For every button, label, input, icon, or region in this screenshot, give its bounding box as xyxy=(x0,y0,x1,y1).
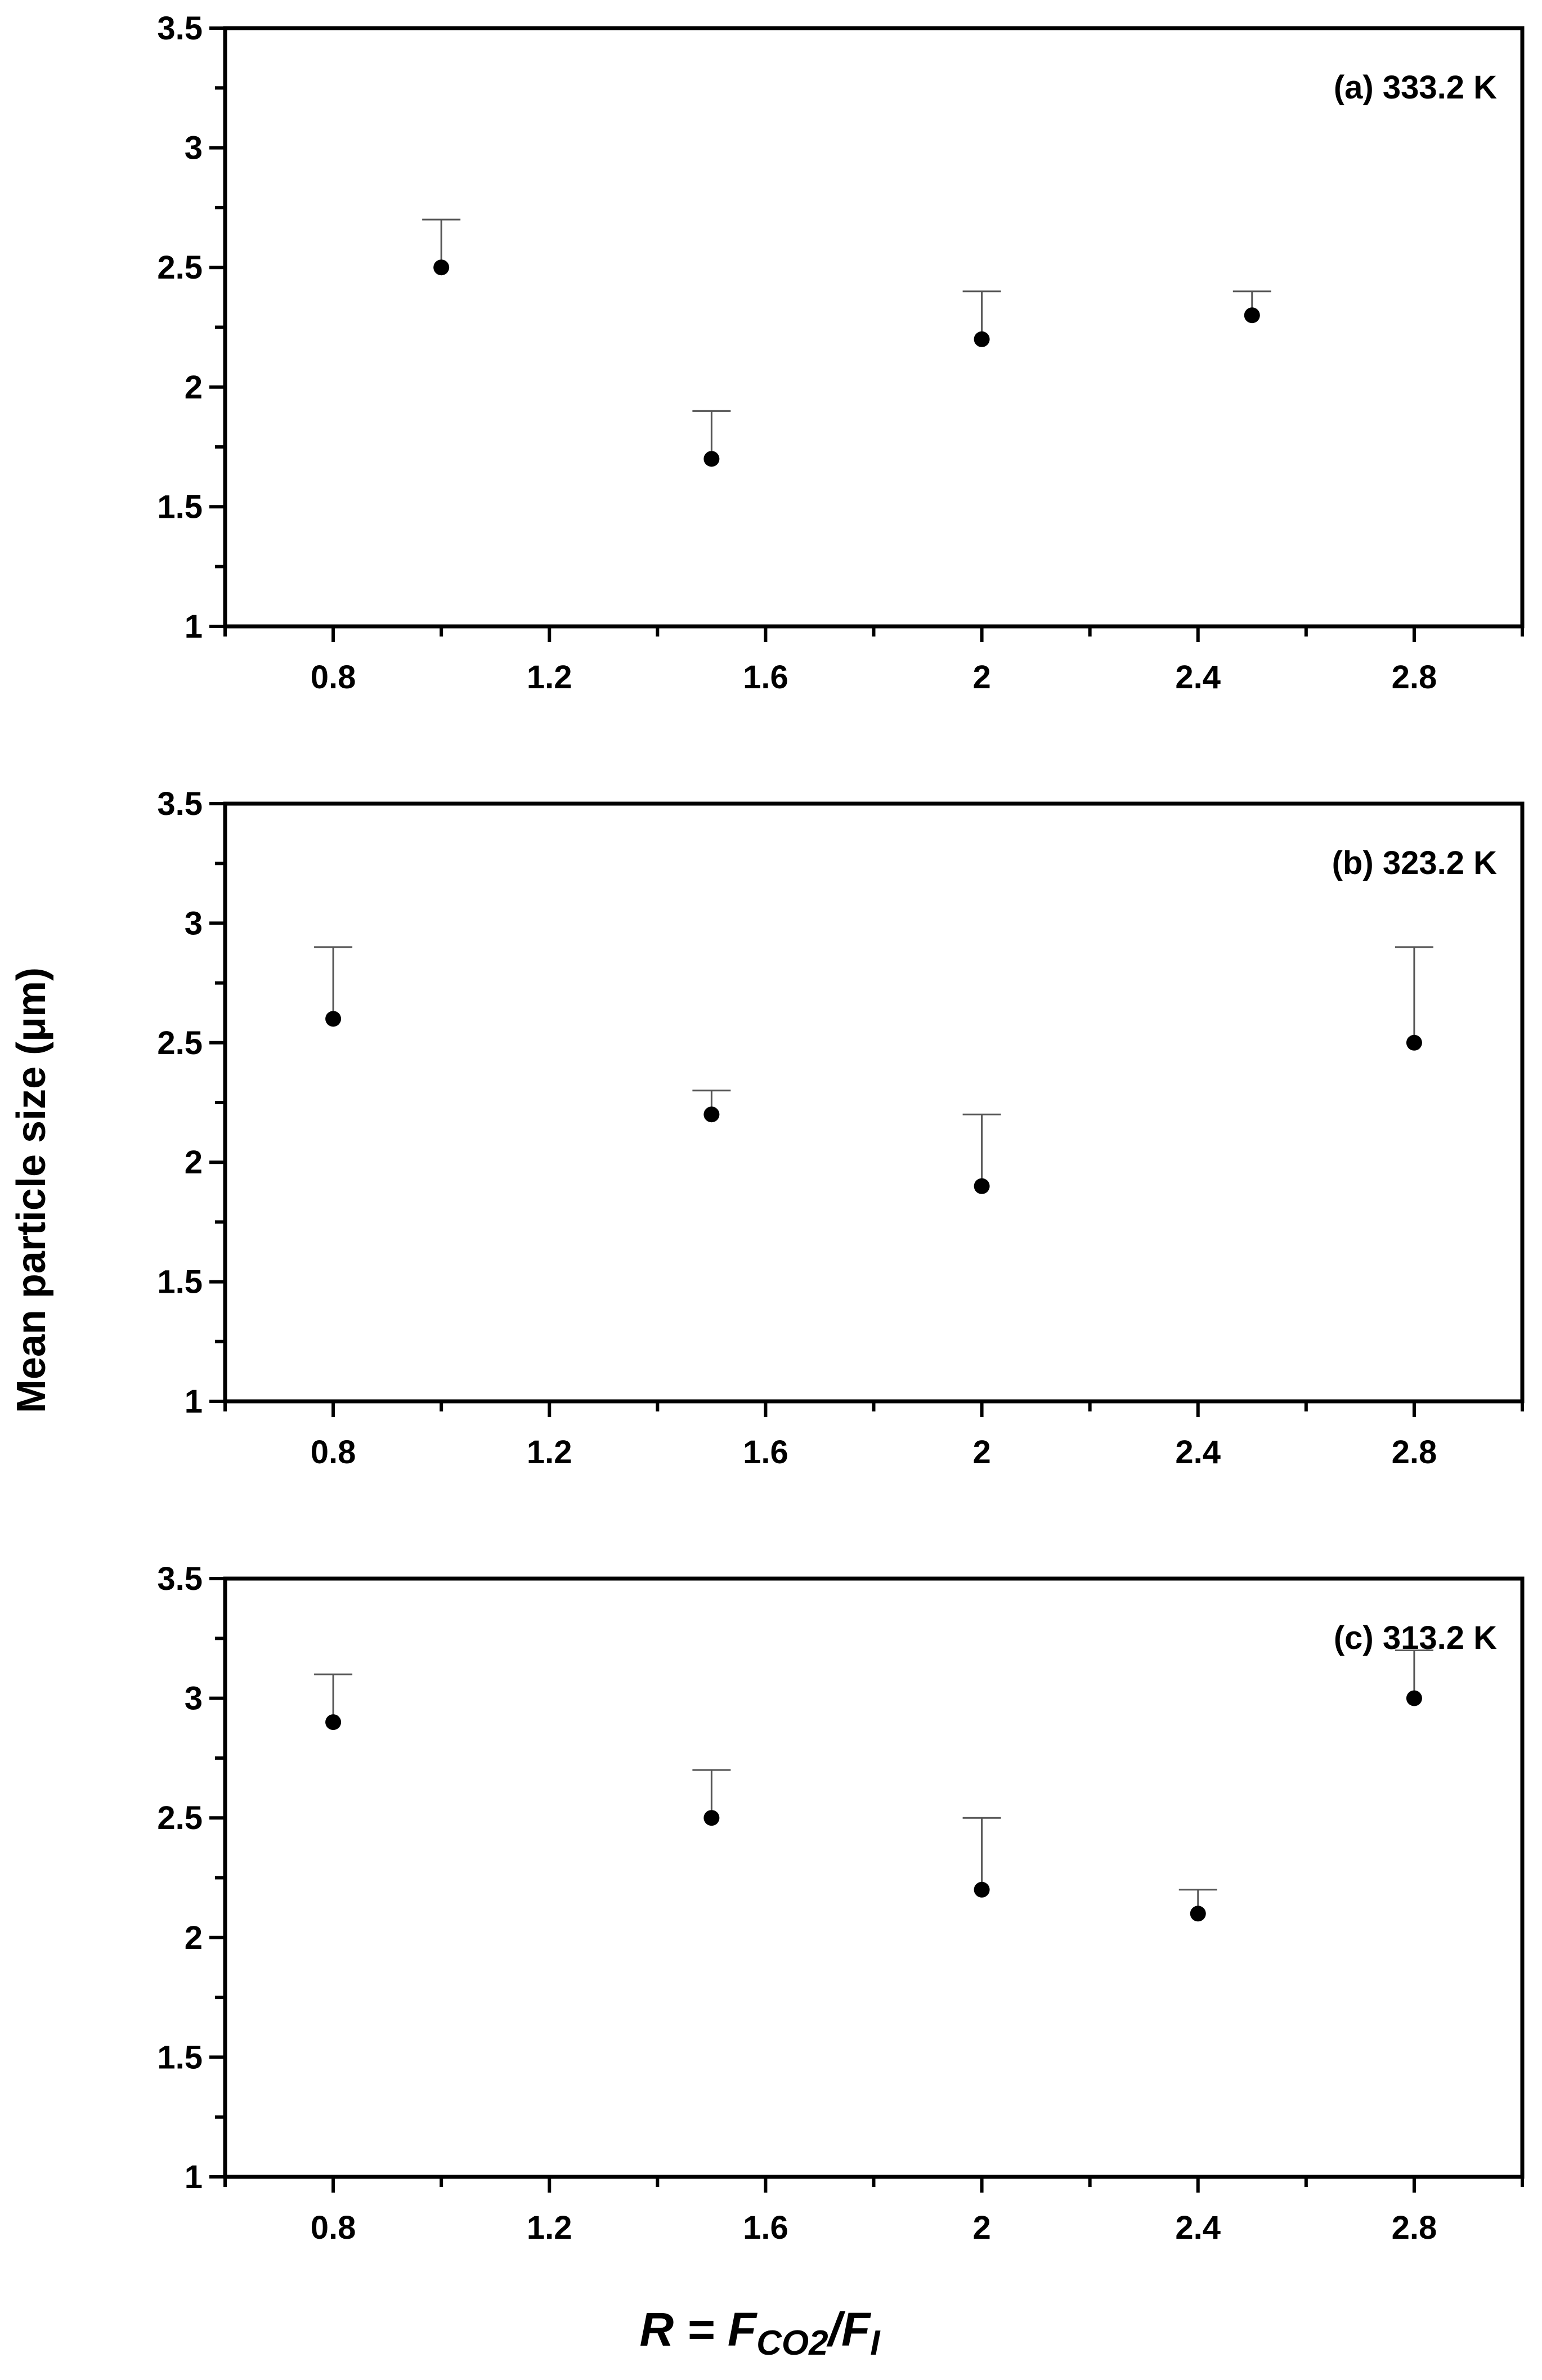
x-tick-label: 2 xyxy=(972,2209,990,2246)
data-point xyxy=(1406,1690,1422,1706)
y-tick-label: 3.5 xyxy=(157,1561,203,1597)
data-point xyxy=(974,331,990,347)
y-tick-label: 3.5 xyxy=(157,10,203,47)
x-tick-label: 1.2 xyxy=(527,2209,572,2246)
x-tick-label: 0.8 xyxy=(311,1434,356,1471)
y-tick-label: 3 xyxy=(185,905,203,942)
y-tick-label: 2.5 xyxy=(157,1025,203,1061)
y-tick-label: 3 xyxy=(185,130,203,167)
y-tick-label: 2.5 xyxy=(157,249,203,286)
x-tick-label: 1.6 xyxy=(743,659,788,696)
y-tick-label: 1 xyxy=(185,1383,203,1420)
y-tick-label: 1.5 xyxy=(157,2039,203,2076)
x-tick-label: 2.8 xyxy=(1392,2209,1437,2246)
x-tick-label: 2 xyxy=(972,1434,990,1471)
x-tick-label: 1.6 xyxy=(743,1434,788,1471)
y-tick-label: 2 xyxy=(185,369,203,406)
plot-frame xyxy=(223,1576,1525,2179)
x-axis-label-sub2: I xyxy=(870,2324,881,2363)
x-tick-label: 1.2 xyxy=(527,659,572,696)
panels: 11.522.533.50.8 1.2 1.6 2 2.4 2.8(a) 333.2 K1… xyxy=(157,10,1525,2246)
x-tick-label: 0.8 xyxy=(311,2209,356,2246)
y-tick-label: 1 xyxy=(185,2159,203,2195)
x-tick-label: 2.4 xyxy=(1175,2209,1221,2246)
plot-frame xyxy=(223,26,1525,629)
data-point xyxy=(703,451,720,467)
x-axis-label: R = FCO2/FI xyxy=(639,2303,881,2363)
x-tick-label: 1.6 xyxy=(743,2209,788,2246)
x-axis-label-lead: R = F xyxy=(639,2303,757,2356)
y-tick-label: 3.5 xyxy=(157,786,203,822)
y-tick-label: 2.5 xyxy=(157,1800,203,1836)
y-tick-label: 2 xyxy=(185,1144,203,1181)
panel-label: (b) 323.2 K xyxy=(1332,845,1497,881)
panel-c: 11.522.533.50.8 1.2 1.6 2 2.4 2.8(c) 313.2 K xyxy=(157,1561,1525,2246)
x-axis-label-sub1: CO2 xyxy=(756,2324,828,2363)
panel-label: (a) 333.2 K xyxy=(1334,69,1497,106)
data-point xyxy=(325,1011,342,1027)
data-point xyxy=(1406,1034,1422,1051)
plot-frame xyxy=(223,801,1525,1404)
data-point xyxy=(325,1714,342,1731)
y-tick-label: 1.5 xyxy=(157,488,203,525)
panel-a: 1 1.5 2 2.5 3 3.5 0.8 1.2 1.6 2 2.4 2.8 (a) 333.2 K xyxy=(157,10,1525,696)
data-point xyxy=(1244,307,1260,324)
y-tick-label: 2 xyxy=(185,1920,203,1956)
data-point xyxy=(703,1810,720,1826)
x-tick-label: 0.8 xyxy=(311,659,356,696)
x-tick-label: 2.4 xyxy=(1175,1434,1221,1471)
x-tick-label: 2.8 xyxy=(1392,659,1437,696)
data-point xyxy=(703,1106,720,1123)
data-point xyxy=(1190,1906,1206,1922)
x-tick-label: 2.4 xyxy=(1175,659,1221,696)
data-point xyxy=(433,259,450,276)
y-tick-label: 1 xyxy=(185,608,203,645)
x-tick-label: 2.8 xyxy=(1392,1434,1437,1471)
x-tick-label: 1.2 xyxy=(527,1434,572,1471)
x-axis-label-mid: /F xyxy=(826,2303,872,2356)
x-tick-label: 2 xyxy=(972,659,990,696)
y-tick-label: 3 xyxy=(185,1680,203,1717)
y-axis-label: Mean particle size (μm) xyxy=(9,967,54,1413)
data-point xyxy=(974,1881,990,1898)
panel-b: 1 1.5 2 2.5 3 3.5 0.8 1.2 1.6 2 2.4 2.8 (b) 323.2 K xyxy=(157,786,1525,1471)
y-tick-label: 1.5 xyxy=(157,1264,203,1301)
data-point xyxy=(974,1178,990,1194)
